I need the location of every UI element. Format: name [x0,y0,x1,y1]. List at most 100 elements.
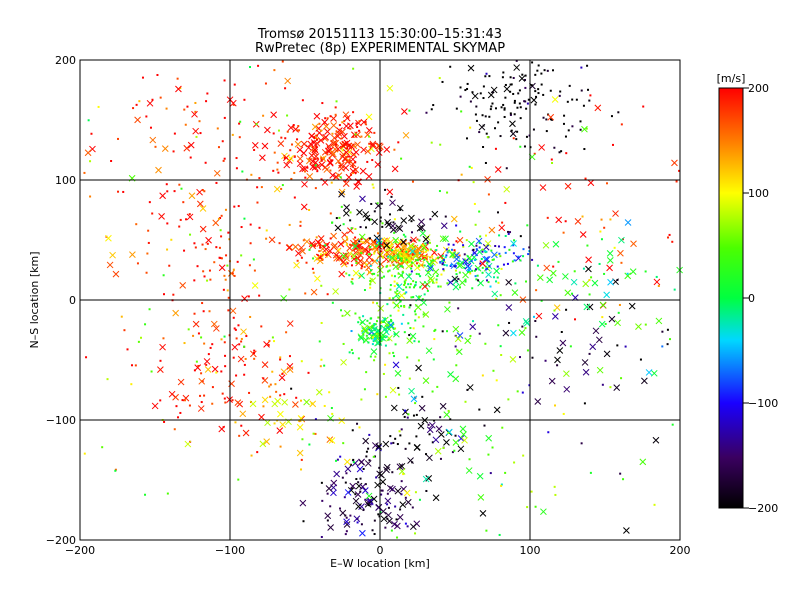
data-point-dot [396,443,399,446]
data-point-dot [422,325,425,328]
data-point-dot [644,323,647,326]
data-point-dot [354,133,357,136]
data-point-cross [343,122,350,130]
data-point-dot [382,275,385,278]
data-point-dot [183,399,186,402]
data-point-cross [278,374,286,382]
data-point-dot [201,189,204,192]
data-point-dot [497,121,500,124]
data-point-dot [562,231,565,234]
data-point-dot [232,316,235,319]
data-point-dot [416,238,419,241]
data-point-dot [451,451,454,454]
data-point-dot [515,59,518,62]
data-point-cross [309,400,317,408]
data-point-cross [155,166,162,174]
data-point-dot [521,325,524,328]
data-point-cross [392,330,400,338]
data-point-cross [653,278,661,286]
data-point-cross [548,377,556,385]
data-point-cross [346,244,354,252]
data-point-dot [441,254,444,257]
data-point-dot [280,136,283,139]
data-point-cross [251,141,259,149]
data-point-cross [369,277,377,285]
data-point-cross [361,487,369,494]
data-point-dot [226,289,229,292]
data-point-dot [671,423,674,426]
data-point-dot [281,60,284,63]
data-point-dot [211,402,214,405]
data-point-dot [159,359,162,362]
data-point-dot [433,419,436,422]
data-point-dot [122,190,125,193]
data-point-dot [466,137,469,140]
data-point-cross [239,410,247,418]
data-point-dot [83,171,86,174]
data-point-dot [223,397,226,400]
data-point-dot [373,519,376,522]
data-point-dot [620,377,623,380]
data-point-cross [479,510,487,517]
data-point-cross [530,96,538,104]
data-point-dot [372,301,375,304]
data-point-dot [362,315,365,318]
data-point-dot [219,229,222,232]
data-point-cross [408,387,415,395]
data-point-dot [300,399,303,402]
data-point-cross [355,503,362,510]
data-point-dot [388,352,391,355]
data-point-cross [452,251,459,259]
data-point-cross [379,334,386,342]
data-point-dot [481,250,484,253]
data-point-dot [256,186,259,189]
data-point-dot [326,293,329,296]
data-point-dot [456,349,459,352]
data-point-dot [405,250,408,253]
data-point-cross [435,425,443,433]
data-point-dot [341,314,344,317]
data-point-cross [599,301,607,309]
data-point-dot [522,454,525,457]
data-point-cross [482,256,489,263]
data-point-dot [430,259,433,262]
data-point-dot [408,248,411,251]
data-point-dot [469,334,472,337]
data-point-dot [404,496,407,499]
data-point-dot [135,103,138,106]
data-point-dot [202,270,205,273]
x-axis-ticks: −200 −100 0 100 200 [65,544,691,557]
colorbar [718,87,744,509]
data-point-dot [216,127,219,130]
data-point-dot [318,244,321,247]
data-point-dot [138,100,141,103]
data-point-dot [508,321,511,324]
data-point-dot [240,340,243,343]
data-point-cross [589,343,597,351]
data-point-dot [370,329,373,332]
data-point-dot [620,123,623,126]
data-point-dot [434,328,437,331]
data-point-dot [393,355,396,358]
data-point-dot [389,264,392,267]
data-point-dot [162,337,165,340]
data-point-dot [318,122,321,125]
data-point-dot [478,131,481,134]
data-point-dot [408,109,411,112]
data-point-cross [294,140,302,148]
data-point-cross [452,325,460,333]
data-point-cross [369,142,377,149]
data-point-cross [641,377,648,385]
data-point-dot [314,432,317,435]
data-point-dot [362,467,365,470]
data-point-dot [291,143,294,146]
data-point-cross [398,468,406,475]
data-point-dot [271,370,274,373]
data-point-dot [262,114,265,117]
data-point-dot [498,252,501,255]
data-point-dot [351,282,354,285]
data-point-dot [256,451,259,454]
data-point-dot [300,360,303,363]
data-point-dot [481,266,484,269]
data-point-dot [467,269,470,272]
